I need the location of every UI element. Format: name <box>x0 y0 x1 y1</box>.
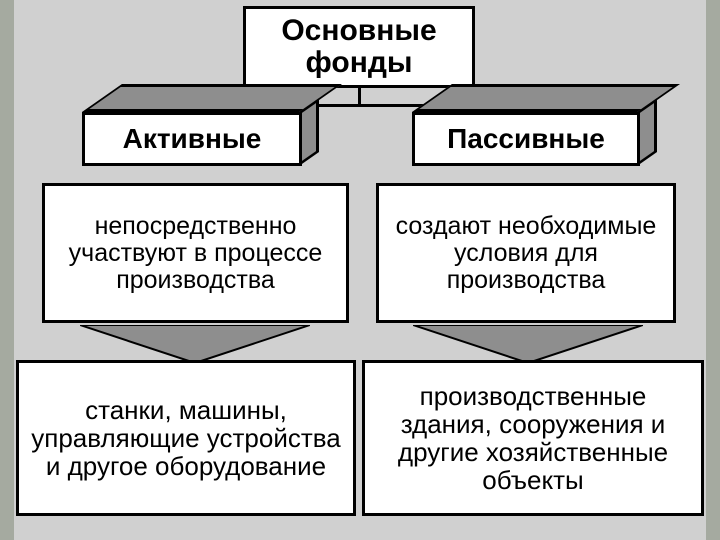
arrow-active <box>80 325 310 363</box>
desc-passive: создают необходимые условия для производ… <box>376 183 676 323</box>
block3d-passive-label: Пассивные <box>412 112 640 166</box>
arrow-passive <box>413 325 643 363</box>
diagram-stage: Основные фонды Активные непосредственно уч… <box>0 0 720 540</box>
bg-strip <box>706 0 720 540</box>
block3d-active-label: Активные <box>82 112 302 166</box>
examples-active: станки, машины, управляющие устрой­ства … <box>16 360 356 516</box>
root-box: Основные фонды <box>243 6 475 88</box>
desc-active: непосредственно участвуют в процессе про… <box>42 183 349 323</box>
connector-root-down <box>358 88 361 104</box>
examples-passive: производственные здания, сооружения и др… <box>362 360 704 516</box>
bg-strip <box>0 0 14 540</box>
